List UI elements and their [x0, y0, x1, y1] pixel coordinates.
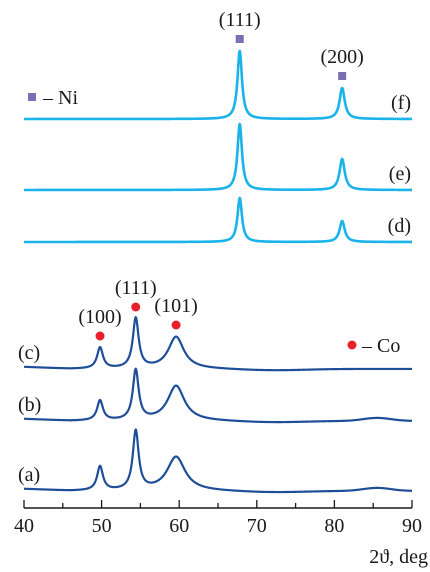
x-tick-label: 60: [169, 515, 189, 537]
series-label-a: (a): [18, 464, 40, 486]
peak-annotation-111: (111): [115, 277, 157, 299]
series-label-b: (b): [18, 394, 41, 416]
trace-a: [23, 428, 413, 494]
x-tick-label: 80: [324, 515, 344, 537]
co-marker: [131, 302, 141, 312]
peak-annotation-111: (111): [219, 9, 261, 31]
trace-d: [23, 196, 413, 244]
x-tick-label: 70: [247, 515, 267, 537]
series-labels-group: (f) (e) (d) (c) (b) (a): [18, 92, 411, 486]
legend-ni-label: – Ni: [42, 87, 78, 109]
x-tick-label: 90: [402, 515, 422, 537]
peak-annotation-200: (200): [320, 46, 363, 68]
series-label-e: (e): [389, 163, 411, 185]
x-axis: 40 50 60 70 80 90: [14, 500, 422, 537]
trace-e: [23, 122, 413, 192]
trace-f: [23, 49, 413, 121]
ni-marker: [235, 35, 244, 43]
co-marker: [171, 320, 181, 330]
legend-co-marker: [347, 340, 357, 350]
legend-ni-marker: [28, 93, 36, 101]
x-tick-label: 50: [92, 515, 112, 537]
legend-co-label: – Co: [361, 335, 400, 357]
x-tick-label: 40: [14, 515, 34, 537]
annotations-group: (111)(200)(100)(111)(101): [78, 9, 363, 328]
series-label-f: (f): [391, 92, 411, 114]
peak-annotation-100: (100): [78, 306, 121, 328]
trace-b: [23, 367, 413, 424]
series-label-c: (c): [18, 342, 40, 364]
series-label-d: (d): [388, 215, 411, 237]
ni-marker: [338, 72, 347, 80]
legend-group: – Ni – Co: [28, 87, 400, 357]
legend-ni: – Ni: [28, 87, 78, 109]
traces-group: [23, 49, 413, 494]
trace-c: [23, 316, 413, 372]
legend-co: – Co: [347, 335, 400, 357]
peak-annotation-101: (101): [154, 295, 197, 317]
x-axis-label: 2ϑ, deg: [369, 546, 428, 568]
markers-group: [95, 35, 347, 341]
co-marker: [95, 331, 105, 341]
